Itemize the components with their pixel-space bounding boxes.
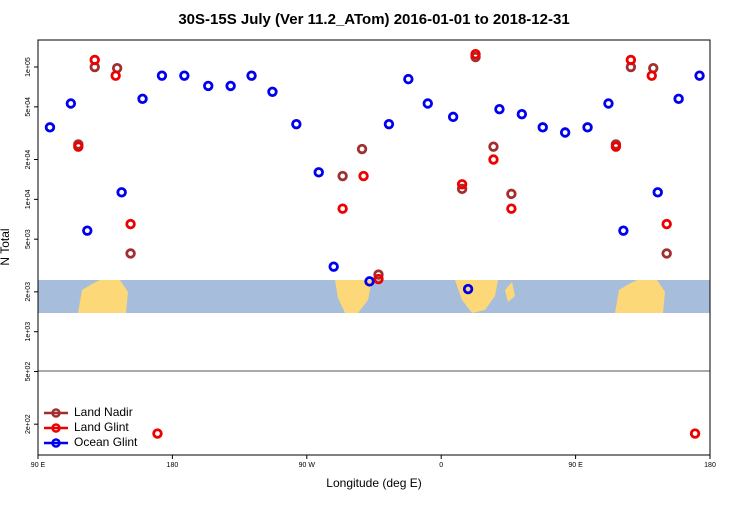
point [610,141,622,152]
legend-marker [51,408,61,418]
point [661,248,672,259]
legend-label: Land Nadir [74,405,133,419]
point [618,225,629,236]
y-tick-label: 5e+04 [25,97,32,117]
point [125,218,136,230]
point [422,98,433,109]
land [335,280,372,313]
land [78,280,128,313]
y-tick-label: 2e+02 [25,414,32,434]
point [470,48,481,60]
point [447,111,459,123]
y-tick-label: 1e+05 [25,57,32,77]
legend-marker [51,438,61,448]
point [537,122,548,133]
point [383,118,395,130]
point [462,283,474,295]
x-tick-label: 90 E [568,462,583,469]
point [328,261,339,272]
point [337,203,348,214]
x-axis-label: Longitude (deg E) [326,476,421,490]
plot-frame [37,39,711,456]
point [403,73,414,85]
point [694,70,705,81]
point [506,188,517,200]
y-tick-label: 2e+04 [25,150,32,170]
point [116,187,127,198]
point [652,187,663,198]
point [582,122,593,133]
x-tick-label: 90 E [31,462,46,469]
x-tick-label: 180 [704,462,716,469]
point [506,203,517,214]
legend-label: Land Glint [74,420,129,434]
y-tick-label: 5e+03 [25,229,32,249]
point [673,93,684,105]
x-tick-label: 0 [439,462,443,469]
point [267,86,278,97]
y-tick-label: 1e+04 [25,189,32,209]
point [44,122,56,133]
point [73,141,84,152]
point [246,70,257,81]
point [456,179,468,190]
point [661,218,672,230]
y-tick-label: 5e+02 [25,362,32,382]
point [689,428,701,439]
point [456,183,468,195]
land [505,282,515,302]
point [82,225,93,236]
legend-marker [51,423,61,433]
chart-title: 30S-15S July (Ver 11.2_ATom) 2016-01-01 … [178,11,569,28]
legend-label: Ocean Glint [74,435,138,449]
point [603,98,614,109]
point [488,141,499,152]
y-tick-label: 2e+03 [25,282,32,302]
ocean [38,280,710,313]
point [225,80,236,92]
x-tick-label: 180 [167,462,179,469]
x-tick-label: 90 W [299,462,316,469]
point [179,70,190,81]
point [646,70,657,81]
point [373,273,384,285]
point [203,80,214,92]
point [358,170,369,182]
point [313,167,324,178]
point [337,170,348,182]
point [516,108,528,120]
point [65,98,77,109]
point [494,103,505,115]
point [625,54,637,66]
point [373,269,384,280]
point [356,143,368,155]
point [488,154,499,165]
map-strip [38,280,710,313]
point [110,70,121,81]
y-tick-label: 1e+03 [25,322,32,342]
point [156,70,168,81]
point [152,428,163,439]
land [615,280,665,313]
point [291,118,302,130]
point [137,93,148,105]
point [364,276,375,287]
point [559,127,571,138]
point [89,54,100,66]
point [125,248,136,259]
y-axis-label: N Total [0,228,12,265]
